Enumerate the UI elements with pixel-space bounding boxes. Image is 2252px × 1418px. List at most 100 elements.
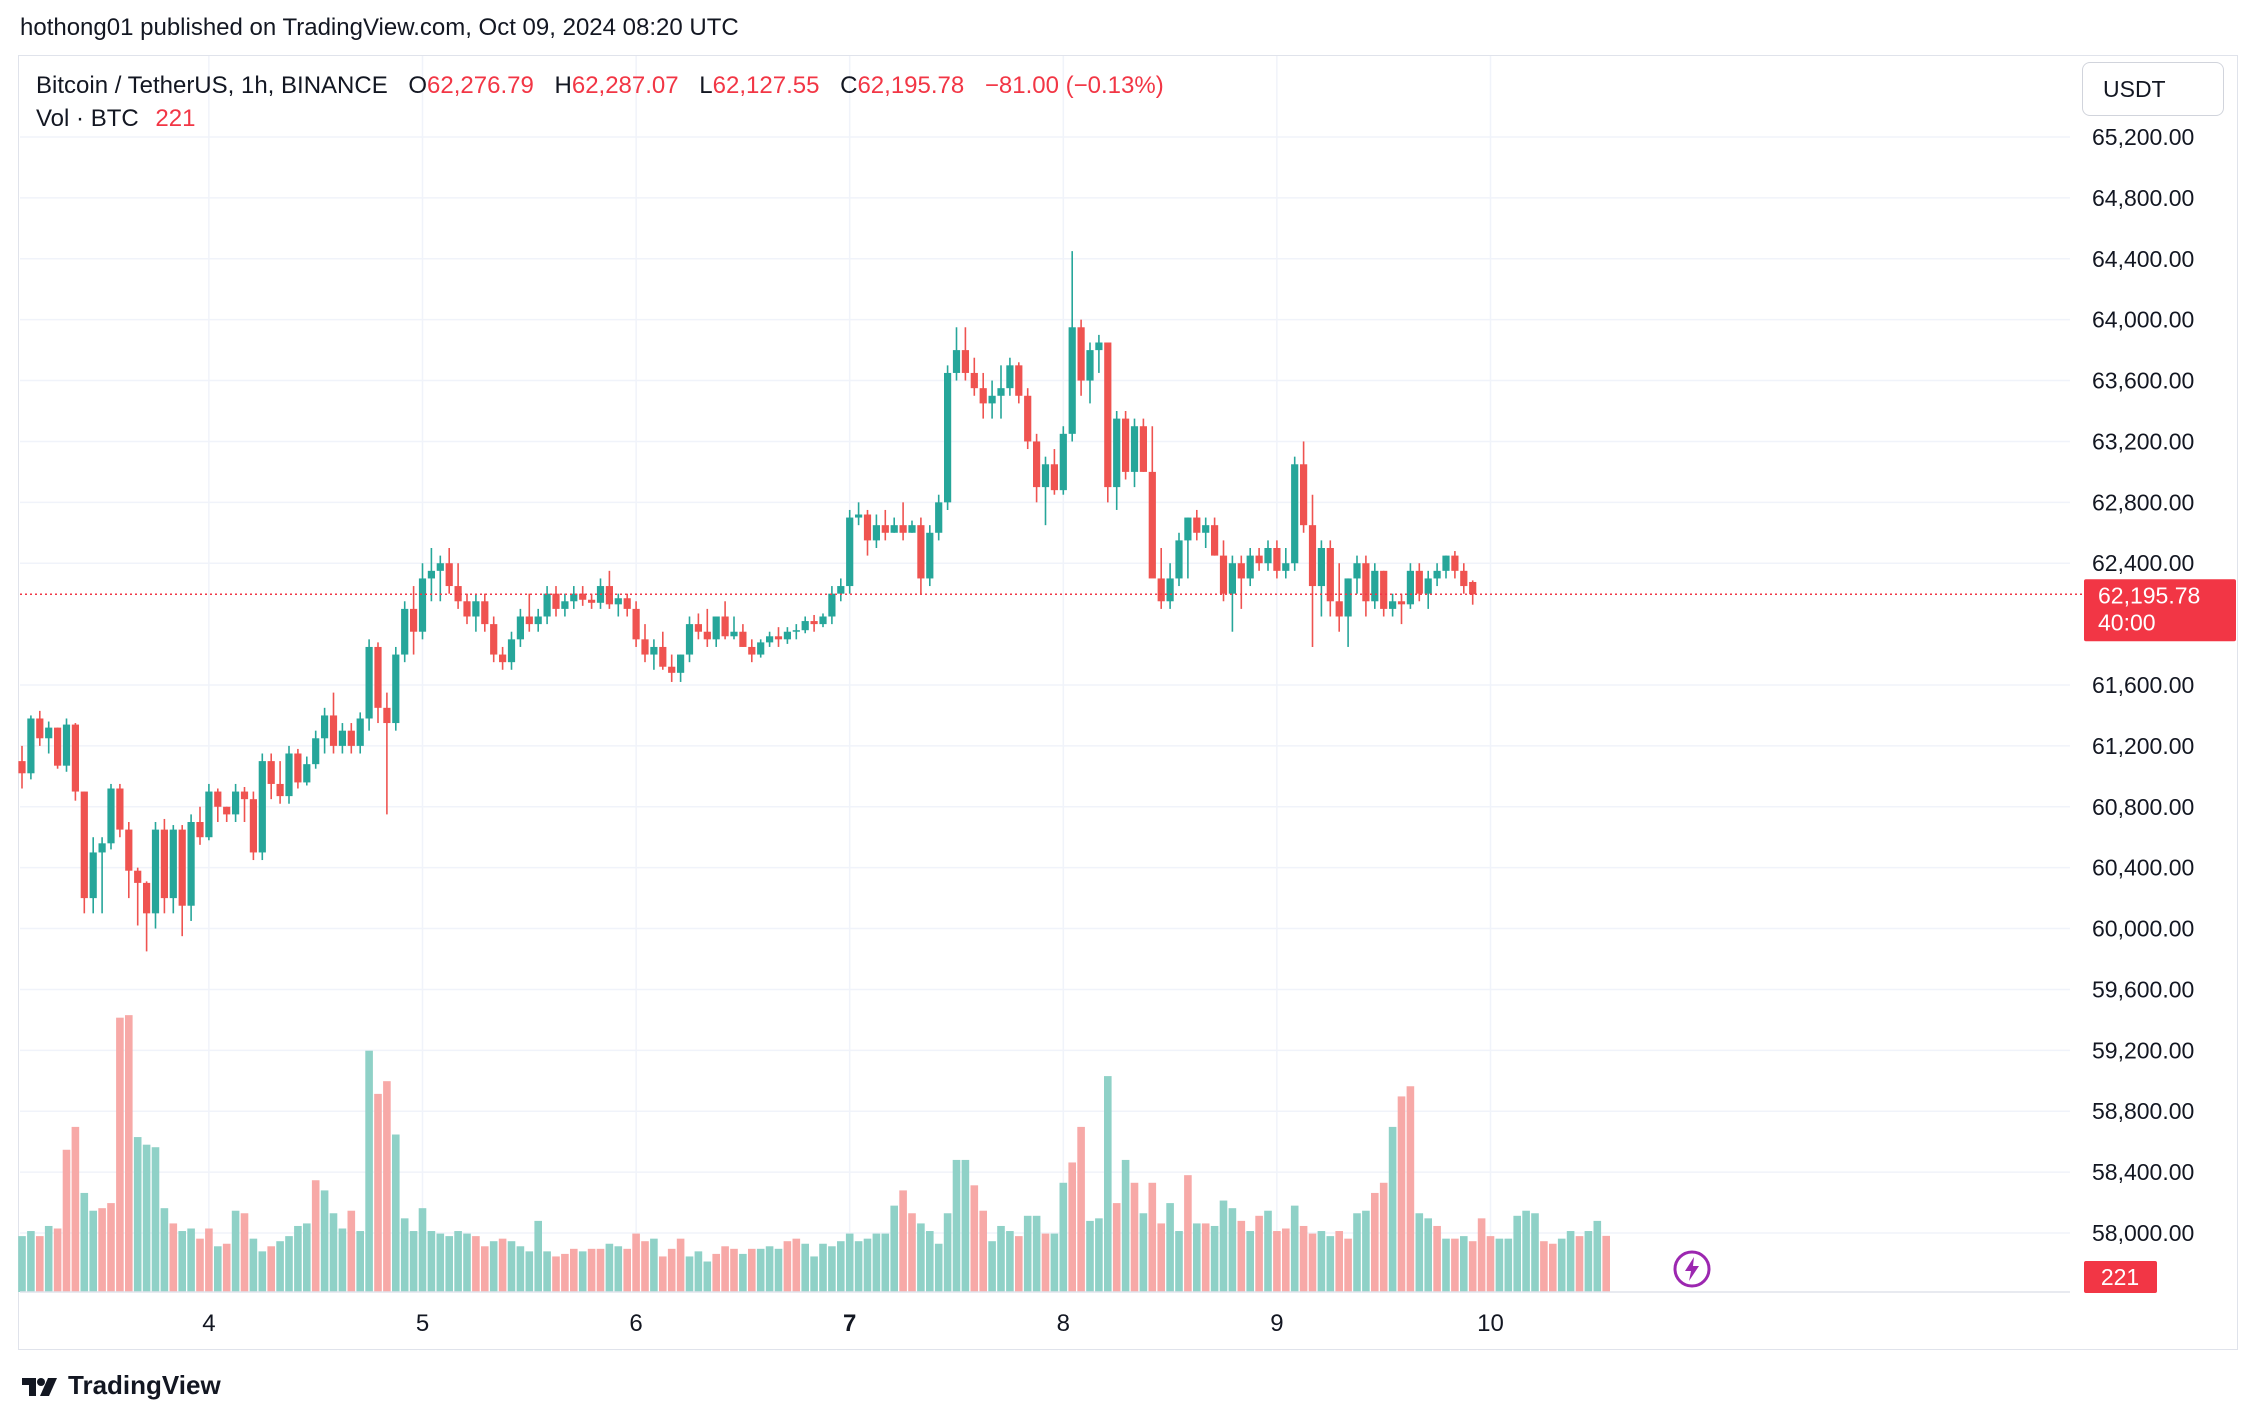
candle-body [1353, 563, 1361, 579]
candle-body [267, 761, 275, 784]
candle [178, 825, 186, 937]
tradingview-branding[interactable]: TradingView [20, 1370, 221, 1401]
candle-body [641, 639, 649, 655]
candle-body [908, 525, 916, 533]
candle [196, 806, 204, 845]
volume-bar [1264, 1210, 1272, 1292]
high-value: 62,287.07 [571, 72, 679, 99]
volume-bar [1344, 1238, 1352, 1292]
candle-body [917, 525, 925, 579]
candle [748, 639, 756, 663]
volume-bar [1540, 1241, 1548, 1292]
volume-bar [534, 1220, 542, 1292]
lightning-icon[interactable] [1672, 1249, 1712, 1289]
candle [1202, 517, 1210, 548]
candle-body [712, 616, 720, 640]
candle-body [1415, 570, 1423, 594]
candle [570, 586, 578, 609]
volume-bar [1317, 1231, 1326, 1292]
volume-bar [1139, 1213, 1148, 1292]
volume-bar [481, 1246, 489, 1292]
candle-body [846, 517, 854, 587]
candle-body [632, 608, 640, 640]
candle-body [329, 715, 338, 746]
candle-body [356, 718, 364, 746]
price-candles [18, 251, 1477, 952]
volume-bar [98, 1208, 106, 1292]
volume-bar [1460, 1236, 1468, 1292]
volume-bar [908, 1213, 916, 1292]
volume-bar [18, 1236, 26, 1292]
candle [632, 601, 640, 647]
candle [872, 514, 880, 548]
candle-body [872, 525, 880, 541]
candle-body [240, 791, 249, 800]
candle-body [979, 388, 987, 404]
candle [1424, 570, 1432, 609]
volume-bar [1406, 1086, 1415, 1292]
candle-body [516, 616, 524, 640]
candle [116, 783, 124, 838]
volume-bar [552, 1256, 560, 1292]
candle-body [258, 761, 266, 853]
volume-bar [1219, 1200, 1228, 1292]
candle [979, 372, 987, 419]
volume-bar [872, 1233, 881, 1292]
candle-body [1291, 464, 1299, 564]
candle [1077, 319, 1085, 396]
candle-body [214, 791, 222, 807]
price-tick-label: 59,600.00 [2092, 976, 2194, 1002]
volume-bar [926, 1231, 934, 1292]
volume-bar [1255, 1215, 1263, 1292]
volume-bar [1210, 1225, 1219, 1292]
volume-bar [53, 1228, 62, 1292]
candle-body [863, 514, 872, 541]
volume-bar [810, 1256, 818, 1292]
current-price-label: 62,195.78 [2098, 582, 2200, 608]
volume-bar [249, 1238, 258, 1292]
candle-body [454, 586, 462, 602]
candle [418, 563, 427, 640]
volume-bar [525, 1251, 534, 1292]
candle-body [1282, 563, 1290, 571]
candle [1326, 540, 1334, 617]
candle-body [285, 753, 293, 797]
candle [819, 613, 827, 628]
candle [454, 563, 462, 609]
candle [374, 642, 382, 724]
candle-body [1130, 426, 1139, 472]
volume-bar [329, 1213, 338, 1292]
volume-bar [178, 1231, 186, 1292]
candle-body [677, 654, 685, 673]
candle-body [579, 593, 587, 600]
low-value: 62,127.55 [712, 72, 820, 99]
volume-bar [1095, 1218, 1103, 1292]
chart-grid [20, 56, 2070, 1292]
price-tick-label: 60,400.00 [2092, 855, 2194, 881]
volume-bar [819, 1243, 827, 1292]
candle [1264, 540, 1272, 571]
volume-bar [1486, 1236, 1495, 1292]
candle [783, 627, 791, 644]
candle [1086, 342, 1094, 404]
candle-body [89, 852, 97, 899]
candle-body [1077, 327, 1085, 381]
volume-bar [258, 1251, 267, 1292]
symbol-name[interactable]: Bitcoin / TetherUS, 1h, BINANCE [36, 72, 388, 99]
currency-button[interactable]: USDT [2082, 62, 2224, 116]
candle-body [1122, 418, 1130, 472]
candle [828, 586, 836, 625]
open-key: O [408, 72, 428, 99]
current-price-tag [2084, 579, 2236, 642]
volume-label[interactable]: Vol · BTC [36, 105, 139, 132]
candle-body [1326, 548, 1334, 602]
candle [588, 593, 596, 609]
candle [329, 692, 338, 754]
candle [1237, 555, 1245, 609]
candle-body [766, 636, 774, 643]
volume-bar [1130, 1182, 1139, 1292]
candle-body [1300, 464, 1308, 526]
candle-body [721, 616, 729, 637]
candle-body [1024, 395, 1032, 442]
